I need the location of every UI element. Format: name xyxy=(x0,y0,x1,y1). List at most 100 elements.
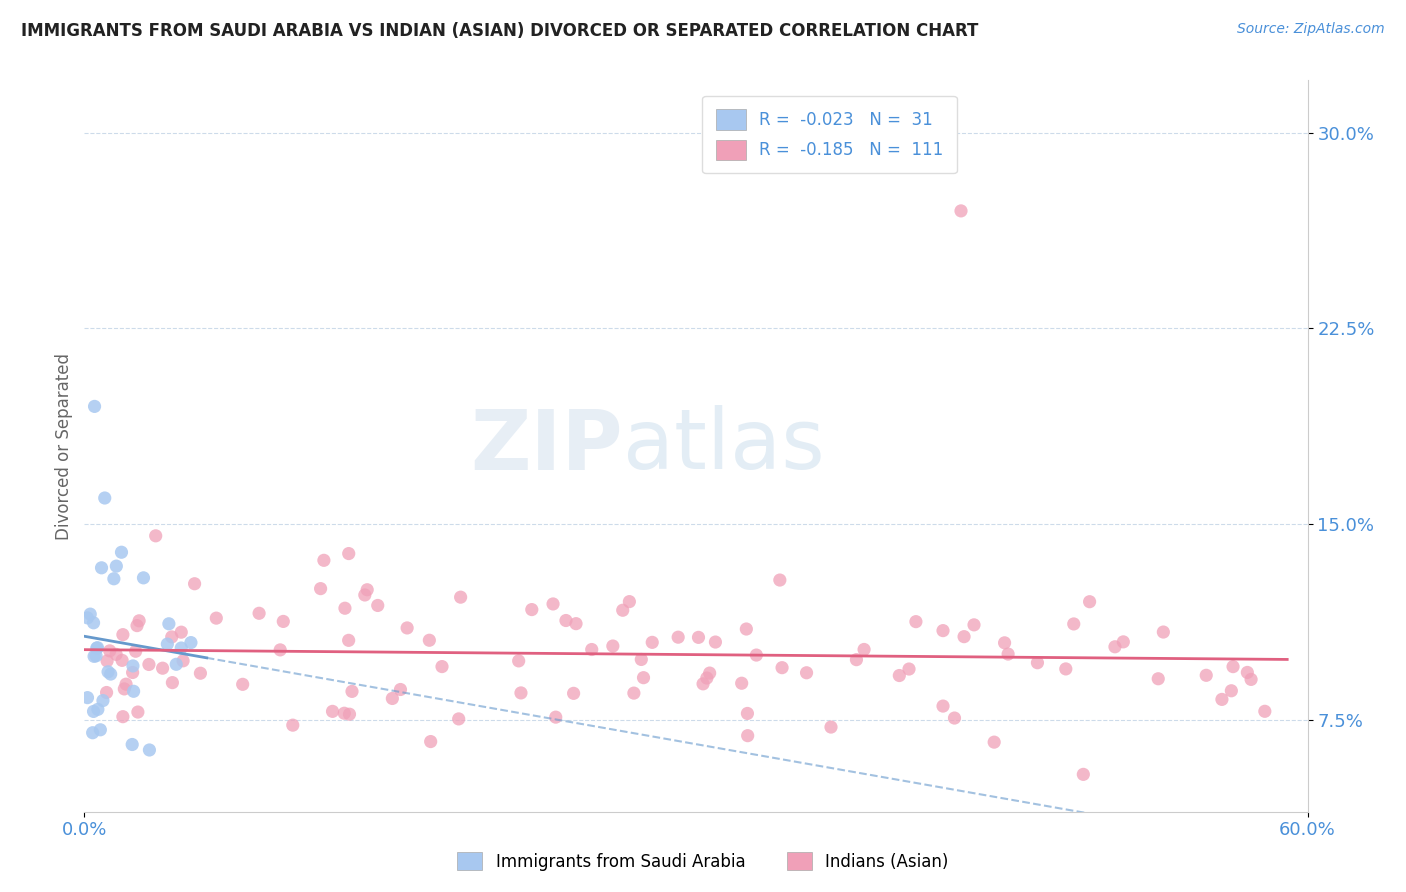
Point xyxy=(1152,625,1174,640)
Point xyxy=(132,571,155,585)
Point xyxy=(602,639,624,653)
Point xyxy=(322,705,344,719)
Point xyxy=(381,691,404,706)
Point xyxy=(696,671,718,685)
Point xyxy=(112,681,135,696)
Point xyxy=(157,616,180,631)
Point xyxy=(170,640,193,655)
Point xyxy=(145,529,167,543)
Point xyxy=(111,627,134,641)
Point xyxy=(641,635,664,649)
Point xyxy=(737,729,759,743)
Point xyxy=(111,653,134,667)
Point xyxy=(86,640,108,655)
Point xyxy=(83,615,105,630)
Point xyxy=(162,675,184,690)
Point xyxy=(340,684,363,698)
Point xyxy=(555,614,578,628)
Point xyxy=(105,648,128,662)
Legend: Immigrants from Saudi Arabia, Indians (Asian): Immigrants from Saudi Arabia, Indians (A… xyxy=(449,844,957,880)
Point xyxy=(820,720,842,734)
Point xyxy=(247,607,270,621)
Point xyxy=(128,614,150,628)
Point xyxy=(541,597,564,611)
Point xyxy=(1054,662,1077,676)
Point xyxy=(281,718,304,732)
Point xyxy=(508,654,530,668)
Point xyxy=(510,686,533,700)
Point xyxy=(953,630,976,644)
Point xyxy=(1211,692,1233,706)
Point xyxy=(333,706,356,721)
Point xyxy=(79,607,101,621)
Point xyxy=(520,602,543,616)
Point xyxy=(127,705,149,719)
Point xyxy=(339,707,361,722)
Text: atlas: atlas xyxy=(623,406,824,486)
Point xyxy=(447,712,470,726)
Point xyxy=(745,648,768,662)
Point xyxy=(1112,635,1135,649)
Point xyxy=(1078,595,1101,609)
Point xyxy=(418,633,440,648)
Point xyxy=(704,635,727,649)
Point xyxy=(165,657,187,672)
Point xyxy=(115,677,138,691)
Point xyxy=(83,400,105,414)
Point xyxy=(271,615,294,629)
Point xyxy=(853,642,876,657)
Point xyxy=(124,644,146,658)
Point xyxy=(932,624,955,638)
Point xyxy=(337,547,360,561)
Point xyxy=(898,662,921,676)
Point xyxy=(269,643,291,657)
Point xyxy=(138,657,160,672)
Point xyxy=(565,616,588,631)
Point xyxy=(389,682,412,697)
Point xyxy=(1254,704,1277,718)
Point xyxy=(172,654,194,668)
Point xyxy=(943,711,966,725)
Point xyxy=(796,665,818,680)
Point xyxy=(983,735,1005,749)
Point xyxy=(91,693,114,707)
Point xyxy=(76,690,98,705)
Point xyxy=(103,572,125,586)
Point xyxy=(889,668,911,682)
Point xyxy=(1073,767,1095,781)
Point xyxy=(997,647,1019,661)
Point xyxy=(105,559,128,574)
Point xyxy=(562,686,585,700)
Point xyxy=(121,738,143,752)
Point xyxy=(1147,672,1170,686)
Point xyxy=(87,702,110,716)
Point xyxy=(122,659,145,673)
Point xyxy=(770,661,793,675)
Point xyxy=(633,671,655,685)
Point xyxy=(619,594,641,608)
Point xyxy=(963,618,986,632)
Point xyxy=(699,666,721,681)
Point xyxy=(630,652,652,666)
Point xyxy=(152,661,174,675)
Point xyxy=(111,709,134,723)
Point xyxy=(96,654,118,668)
Point xyxy=(1220,683,1243,698)
Point xyxy=(845,653,868,667)
Point xyxy=(122,684,145,698)
Point xyxy=(96,685,118,699)
Point xyxy=(396,621,419,635)
Point xyxy=(737,706,759,721)
Point xyxy=(83,649,105,664)
Point xyxy=(309,582,332,596)
Point xyxy=(232,677,254,691)
Point xyxy=(156,637,179,651)
Point xyxy=(356,582,378,597)
Point xyxy=(110,545,132,559)
Point xyxy=(612,603,634,617)
Point xyxy=(688,631,710,645)
Point xyxy=(86,641,108,656)
Point xyxy=(692,677,714,691)
Point xyxy=(90,561,112,575)
Point xyxy=(1240,673,1263,687)
